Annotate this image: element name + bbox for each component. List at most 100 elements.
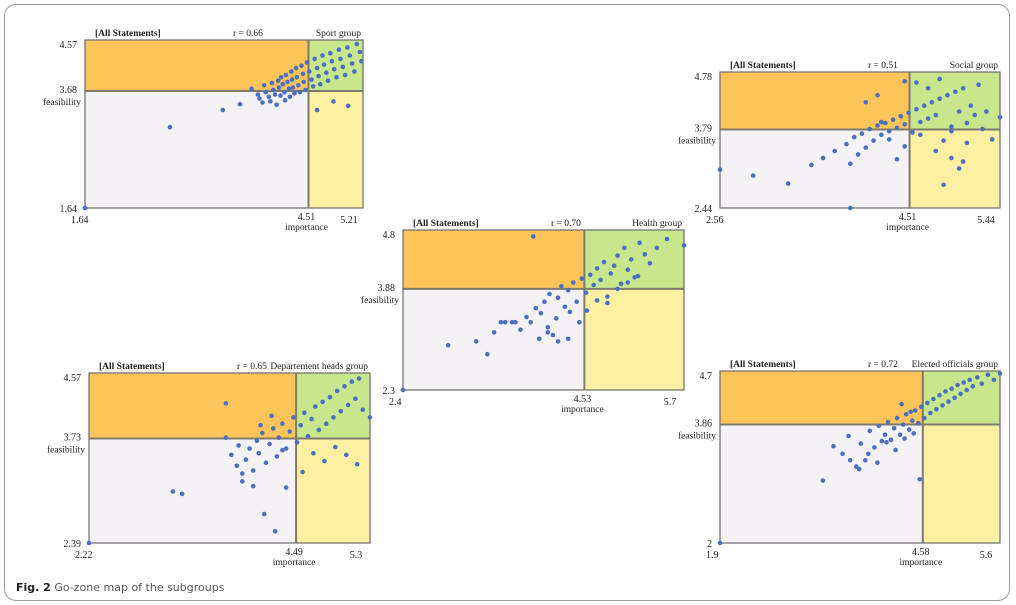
scatter-point [305, 433, 311, 439]
scatter-point [524, 314, 529, 320]
figure-caption: Fig. 2 Go-zone map of the subgroups [16, 581, 224, 594]
quadrant-bottom-left [720, 129, 910, 208]
scatter-point [274, 454, 280, 459]
scatter-point [299, 63, 304, 69]
scatter-point [929, 99, 935, 105]
scatter-point [290, 85, 296, 90]
scatter-point [949, 124, 954, 129]
scatter-point [931, 396, 936, 402]
scatter-point [170, 489, 176, 494]
plot-border [719, 71, 1001, 209]
scatter-point [820, 155, 826, 161]
scatter-point [269, 80, 275, 86]
scatter-point [894, 415, 900, 421]
quadrant-bottom-right [922, 424, 1000, 543]
scatter-point [928, 410, 933, 416]
scatter-point [240, 479, 245, 484]
scatter-point [902, 122, 907, 127]
scatter-point [518, 327, 523, 333]
scatter-point [329, 58, 335, 64]
scatter-point [832, 148, 837, 154]
panel-health: [All Statements] r = 0.70 Health group 4… [361, 219, 687, 415]
scatter-point [82, 205, 88, 211]
scatter-point [485, 351, 490, 357]
quadrant-bottom-left [85, 91, 309, 208]
scatter-point [933, 148, 939, 154]
scatter-point [542, 299, 547, 305]
scatter-point [937, 76, 942, 82]
scatter-point [945, 92, 950, 98]
scatter-point [247, 446, 252, 451]
scatter-point [899, 401, 904, 407]
panel-social: [All Statements] r = 0.51 Social group 4… [678, 61, 1003, 233]
y-max-tick: 4.8 [383, 230, 396, 241]
scatter-point [681, 243, 687, 248]
scatter-point [940, 403, 945, 408]
scatter-point [900, 422, 906, 427]
scatter-point [584, 308, 590, 313]
scatter-point [625, 280, 631, 285]
scatter-point [263, 89, 269, 95]
scatter-point [984, 109, 989, 114]
scatter-point [848, 161, 853, 167]
scatter-point [533, 305, 539, 311]
scatter-point [565, 287, 571, 293]
scatter-point [502, 319, 508, 325]
x-mean-tick: 4.51 [899, 212, 917, 223]
scatter-point [280, 421, 285, 427]
scatter-point [300, 469, 305, 475]
scatter-point [282, 89, 287, 95]
plot-border [402, 229, 685, 391]
quadrant-top-left [720, 72, 910, 130]
data-points [86, 376, 373, 546]
scatter-point [334, 388, 340, 394]
scatter-point [879, 132, 884, 138]
scatter-point [324, 70, 329, 75]
scatter-point [654, 245, 660, 251]
scatter-point [941, 182, 946, 188]
quadrant-bottom-right [296, 438, 370, 543]
group-label: Departement heads group [270, 362, 368, 372]
scatter-point [591, 282, 596, 288]
scatter-point [949, 155, 954, 161]
scatter-point [310, 84, 316, 89]
scatter-point [914, 80, 919, 85]
scatter-point [968, 103, 974, 108]
y-mean-tick: 3.73 [64, 433, 82, 444]
scatter-point [941, 138, 946, 143]
scatter-point [528, 319, 533, 325]
scatter-point [354, 461, 360, 467]
scatter-point [618, 281, 624, 287]
x-max-tick: 5.21 [340, 215, 358, 226]
scatter-point [902, 144, 907, 149]
scatter-point [353, 396, 358, 402]
scatter-point [300, 71, 306, 77]
scatter-point [285, 79, 290, 85]
scatter-point [958, 391, 963, 397]
scatter-point [894, 156, 900, 162]
scatter-point [903, 412, 909, 417]
scatter-point [851, 134, 857, 140]
scatter-point [872, 445, 877, 450]
scatter-point [316, 427, 322, 433]
y-mean-tick: 3.79 [695, 124, 713, 135]
scatter-point [918, 132, 923, 138]
scatter-point [921, 103, 927, 108]
scatter-point [513, 319, 518, 325]
scatter-point [342, 384, 347, 389]
scatter-point [664, 236, 670, 242]
scatter-point [555, 339, 561, 344]
scatter-point [559, 284, 564, 289]
data-points [717, 371, 1003, 546]
scatter-point [571, 280, 576, 285]
scatter-point [642, 252, 648, 257]
quadrant-bottom-left [89, 438, 297, 543]
scatter-point [349, 61, 355, 66]
correlation-label: r = 0.66 [233, 29, 263, 39]
scatter-point [946, 399, 951, 404]
scatter-point [980, 126, 985, 132]
scatter-point [313, 404, 318, 409]
scatter-point [282, 97, 288, 103]
x-min-tick: 2.22 [75, 550, 93, 561]
